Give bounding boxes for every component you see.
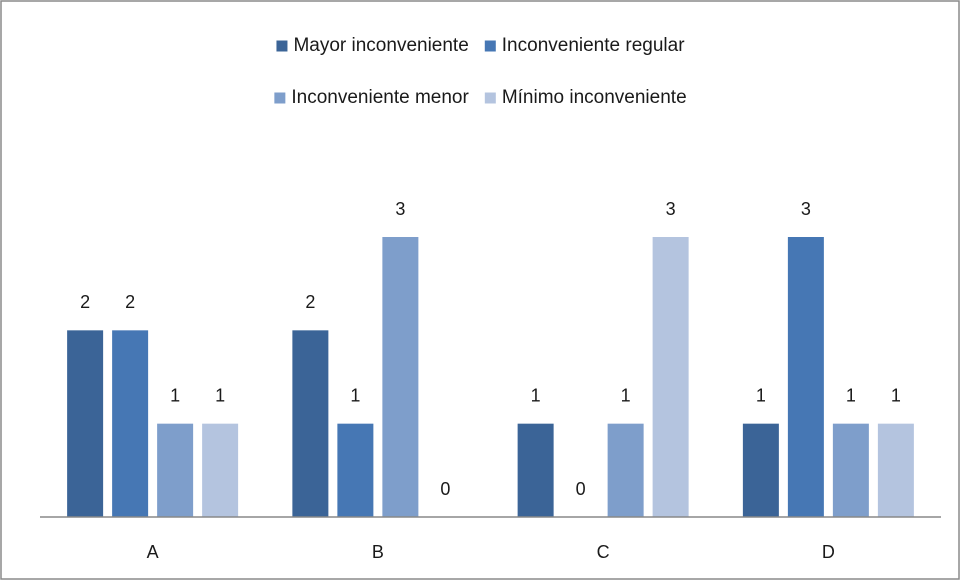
data-label: 1	[621, 385, 631, 405]
bar	[742, 423, 779, 517]
data-label: 1	[756, 385, 766, 405]
bar	[292, 330, 329, 517]
bar	[832, 423, 869, 517]
data-label: 1	[531, 385, 541, 405]
data-label: 0	[440, 479, 450, 499]
bar	[382, 237, 419, 517]
data-label: 0	[576, 479, 586, 499]
bar	[652, 237, 689, 517]
data-label: 3	[801, 199, 811, 219]
bar	[337, 423, 374, 517]
legend-label: Mínimo inconveniente	[502, 87, 687, 108]
data-label: 3	[395, 199, 405, 219]
x-tick-label: B	[372, 542, 384, 562]
data-label: 1	[215, 385, 225, 405]
bar	[157, 423, 194, 517]
bar	[202, 423, 239, 517]
bar	[112, 330, 149, 517]
data-label: 2	[80, 292, 90, 312]
data-label: 2	[125, 292, 135, 312]
bar	[517, 423, 554, 517]
legend-label: Inconveniente menor	[291, 87, 469, 108]
bar	[787, 237, 824, 517]
data-label: 2	[305, 292, 315, 312]
x-tick-label: A	[147, 542, 159, 562]
bar	[67, 330, 104, 517]
bar	[877, 423, 914, 517]
legend-swatch	[276, 40, 288, 52]
data-label: 3	[666, 199, 676, 219]
legend-swatch	[274, 92, 286, 104]
x-tick-label: C	[597, 542, 610, 562]
data-label: 1	[350, 385, 360, 405]
legend-swatch	[484, 92, 496, 104]
legend-label: Inconveniente regular	[502, 35, 685, 56]
legend-label: Mayor inconveniente	[293, 35, 468, 56]
x-tick-label: D	[822, 542, 835, 562]
data-label: 1	[170, 385, 180, 405]
data-label: 1	[846, 385, 856, 405]
legend-swatch	[484, 40, 496, 52]
data-label: 1	[891, 385, 901, 405]
bar	[607, 423, 644, 517]
